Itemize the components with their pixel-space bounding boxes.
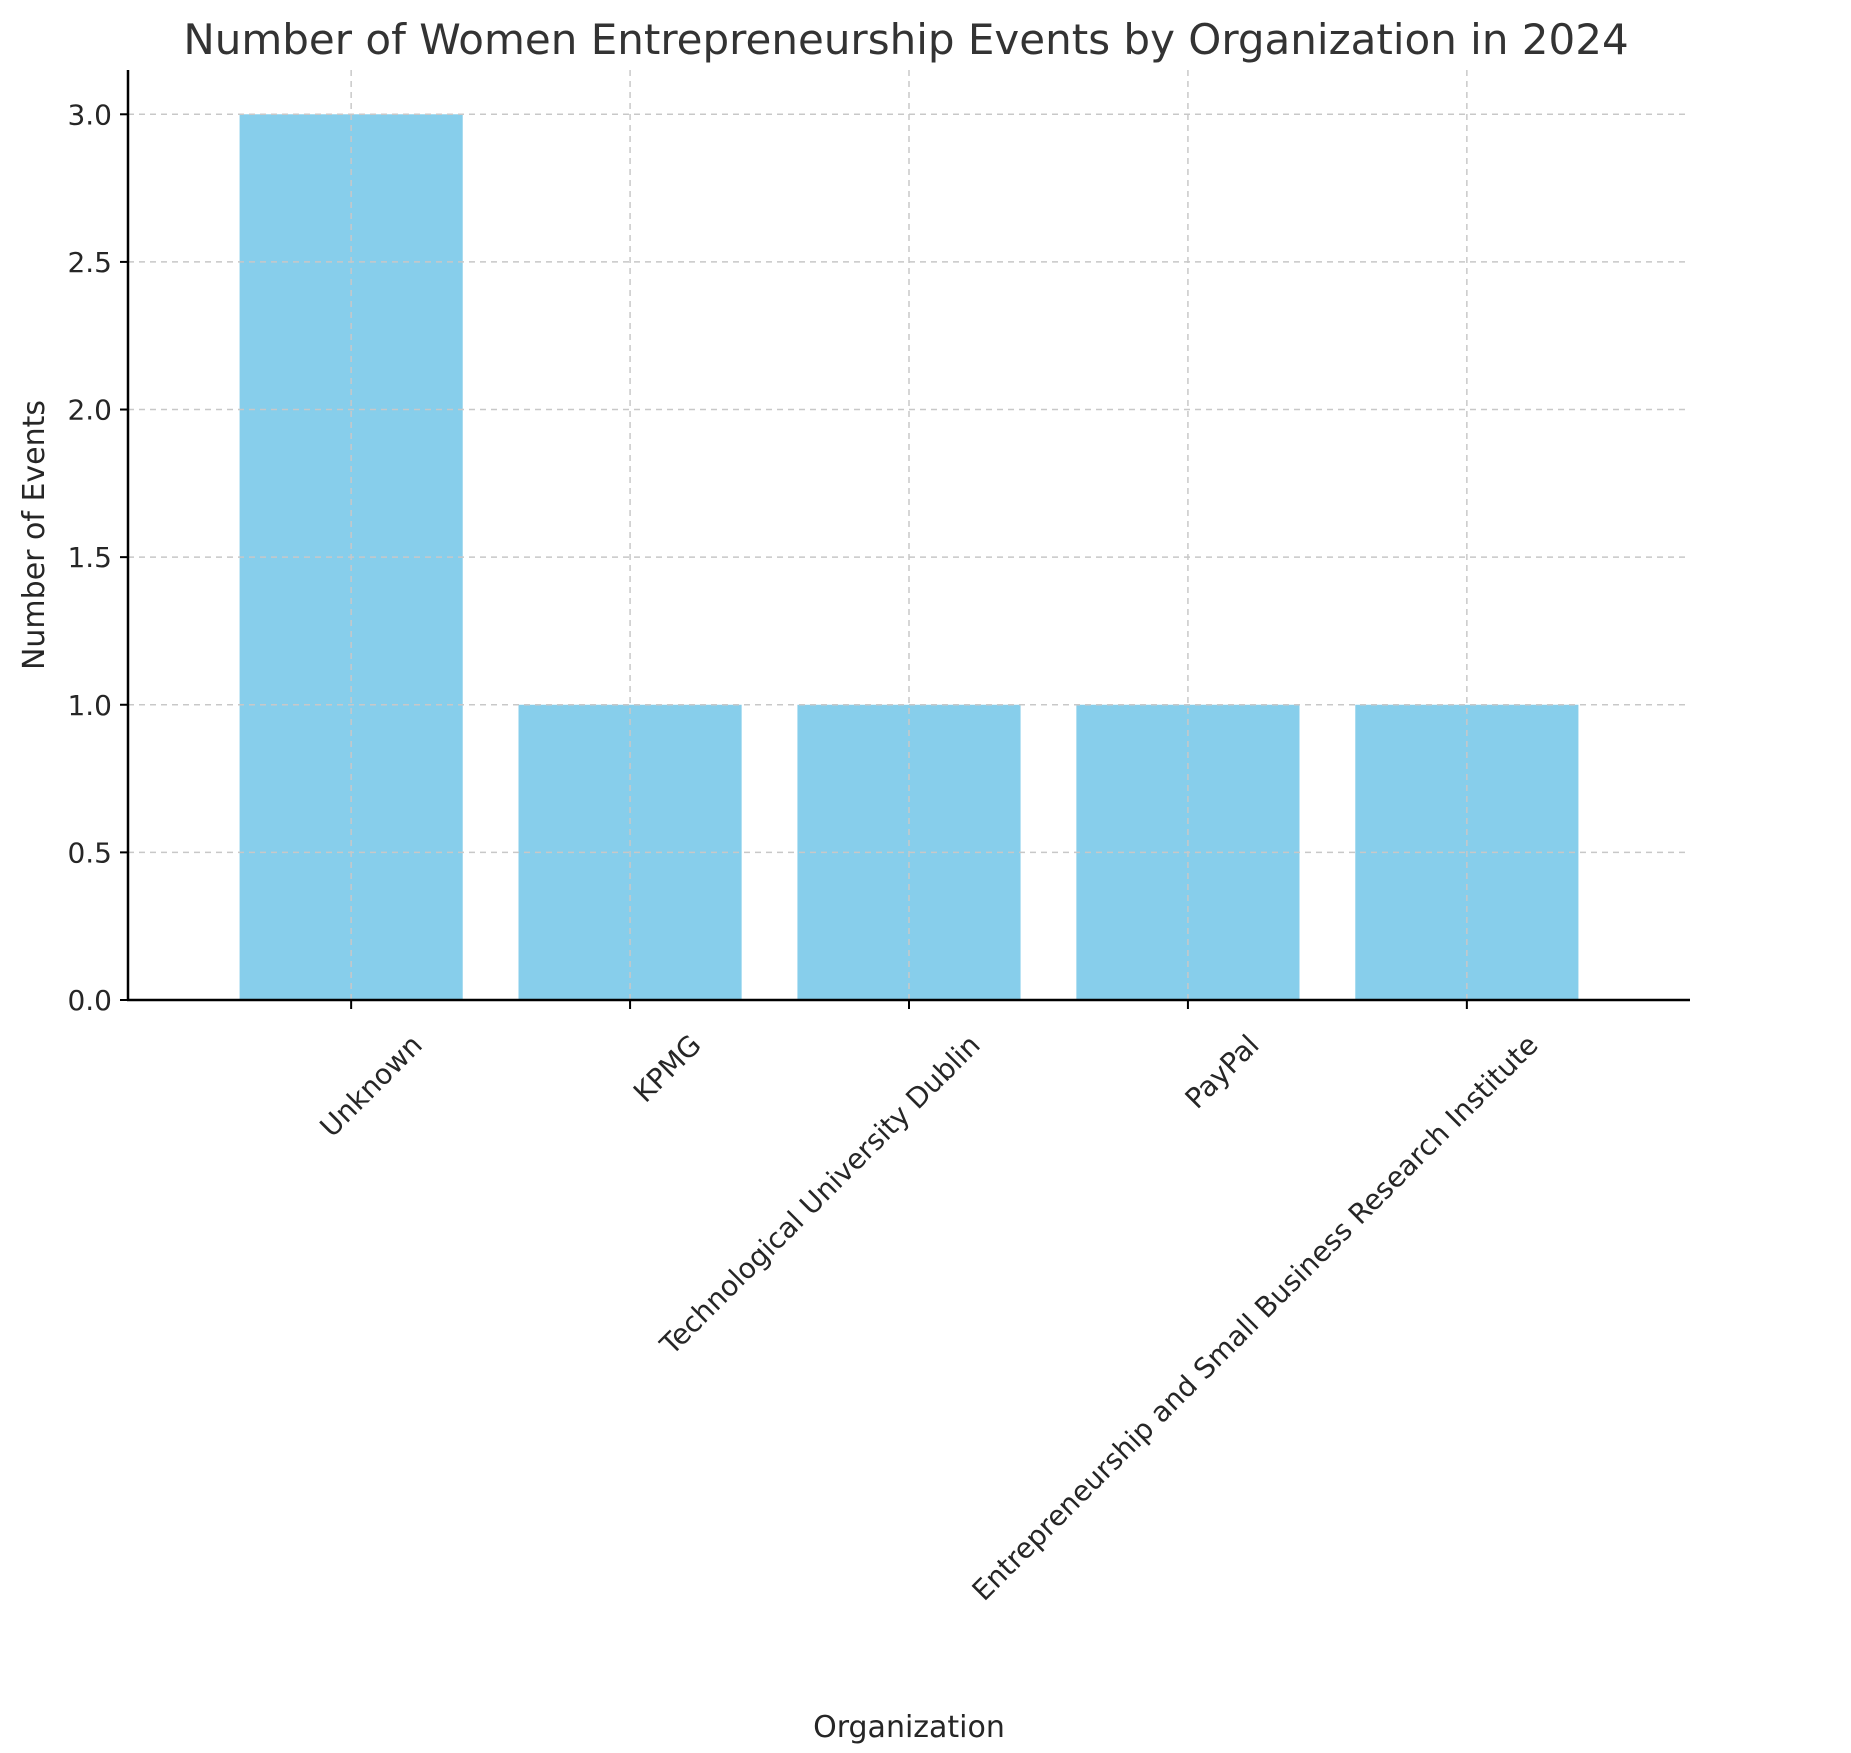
x-tick-label: Unknown <box>314 1028 429 1143</box>
x-tick-label: KPMG <box>627 1028 708 1109</box>
y-tick-label: 2.0 <box>67 394 112 427</box>
y-axis-label: Number of Events <box>17 400 52 670</box>
y-tick-label: 3.0 <box>67 98 112 131</box>
gridlines <box>128 70 1690 1001</box>
y-tick-label: 2.5 <box>67 246 112 279</box>
chart-title: Number of Women Entrepreneurship Events … <box>183 15 1628 64</box>
y-tick-label: 1.0 <box>67 689 112 722</box>
y-tick-label: 1.5 <box>67 541 112 574</box>
y-ticks: 0.0 0.5 1.0 1.5 2.0 2.5 3.0 <box>67 98 128 1017</box>
x-tick-label: Entrepreneurship and Small Business Rese… <box>966 1028 1545 1607</box>
x-tick-label: PayPal <box>1179 1028 1266 1115</box>
y-tick-label: 0.0 <box>67 984 112 1017</box>
y-tick-label: 0.5 <box>67 836 112 869</box>
x-axis-label: Organization <box>813 1710 1005 1745</box>
x-tick-label: Technological University Dublin <box>653 1028 987 1362</box>
